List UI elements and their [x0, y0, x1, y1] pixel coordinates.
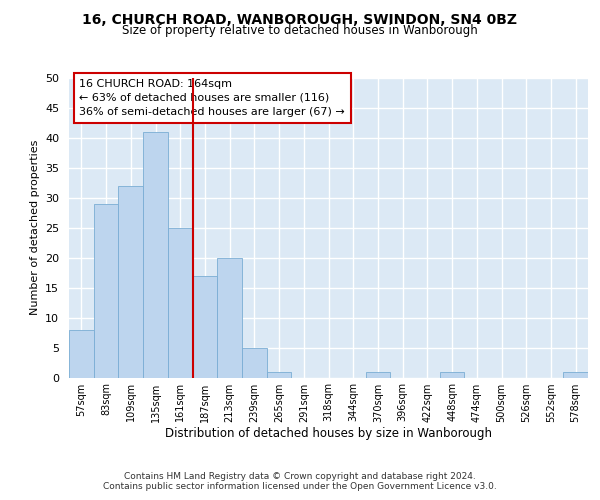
Text: Contains public sector information licensed under the Open Government Licence v3: Contains public sector information licen…: [103, 482, 497, 491]
Bar: [217, 258, 242, 378]
Bar: [193, 276, 217, 378]
Text: 16, CHURCH ROAD, WANBOROUGH, SWINDON, SN4 0BZ: 16, CHURCH ROAD, WANBOROUGH, SWINDON, SN…: [83, 12, 517, 26]
Bar: [69, 330, 94, 378]
Bar: [118, 186, 143, 378]
Bar: [143, 132, 168, 378]
Bar: [267, 372, 292, 378]
Bar: [94, 204, 118, 378]
Bar: [440, 372, 464, 378]
Text: 16 CHURCH ROAD: 164sqm
← 63% of detached houses are smaller (116)
36% of semi-de: 16 CHURCH ROAD: 164sqm ← 63% of detached…: [79, 79, 345, 117]
Text: Size of property relative to detached houses in Wanborough: Size of property relative to detached ho…: [122, 24, 478, 37]
Bar: [242, 348, 267, 378]
Text: Contains HM Land Registry data © Crown copyright and database right 2024.: Contains HM Land Registry data © Crown c…: [124, 472, 476, 481]
X-axis label: Distribution of detached houses by size in Wanborough: Distribution of detached houses by size …: [165, 428, 492, 440]
Bar: [365, 372, 390, 378]
Y-axis label: Number of detached properties: Number of detached properties: [29, 140, 40, 315]
Bar: [563, 372, 588, 378]
Bar: [168, 228, 193, 378]
